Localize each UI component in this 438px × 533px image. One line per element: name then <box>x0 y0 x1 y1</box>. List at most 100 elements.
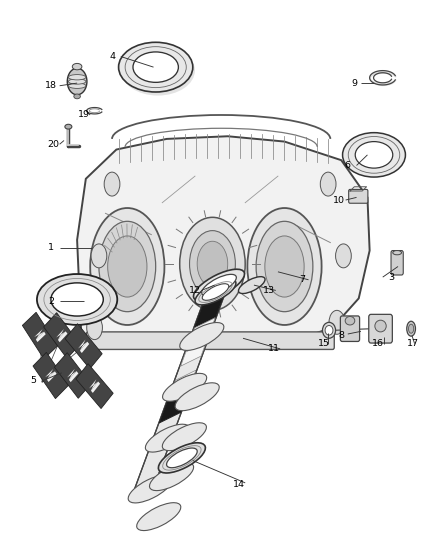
Ellipse shape <box>149 463 194 490</box>
Ellipse shape <box>195 279 236 305</box>
Ellipse shape <box>108 236 147 297</box>
Polygon shape <box>91 382 100 393</box>
Text: 16: 16 <box>372 339 385 348</box>
Polygon shape <box>170 370 196 397</box>
Ellipse shape <box>74 94 81 99</box>
Polygon shape <box>36 332 46 342</box>
Polygon shape <box>89 379 98 391</box>
Text: 10: 10 <box>333 196 345 205</box>
Polygon shape <box>58 332 67 342</box>
Polygon shape <box>54 353 91 398</box>
Ellipse shape <box>55 288 99 316</box>
Text: 15: 15 <box>318 339 330 348</box>
Text: 17: 17 <box>407 339 419 348</box>
Text: 5: 5 <box>30 376 36 385</box>
Ellipse shape <box>197 241 228 286</box>
Ellipse shape <box>320 172 336 196</box>
Ellipse shape <box>180 217 245 310</box>
Text: 7: 7 <box>299 275 305 284</box>
Ellipse shape <box>201 274 237 296</box>
Ellipse shape <box>51 283 103 316</box>
Ellipse shape <box>336 244 351 268</box>
Polygon shape <box>159 386 191 423</box>
Ellipse shape <box>194 269 244 301</box>
Text: 9: 9 <box>351 78 357 87</box>
Text: 12: 12 <box>189 286 201 295</box>
Polygon shape <box>44 313 80 359</box>
FancyBboxPatch shape <box>340 316 360 342</box>
Polygon shape <box>65 324 102 369</box>
Polygon shape <box>76 364 113 408</box>
Ellipse shape <box>90 208 164 325</box>
Polygon shape <box>45 369 55 379</box>
Ellipse shape <box>375 320 386 332</box>
Text: 19: 19 <box>78 110 90 119</box>
Ellipse shape <box>180 322 224 350</box>
FancyBboxPatch shape <box>391 251 403 275</box>
Ellipse shape <box>128 475 172 503</box>
Ellipse shape <box>91 244 107 268</box>
Ellipse shape <box>238 277 265 294</box>
Polygon shape <box>47 372 57 382</box>
Ellipse shape <box>68 79 86 84</box>
Polygon shape <box>190 318 215 340</box>
Polygon shape <box>78 340 87 351</box>
Text: 4: 4 <box>109 52 115 61</box>
Text: 18: 18 <box>45 81 57 90</box>
Ellipse shape <box>343 133 406 177</box>
Polygon shape <box>67 369 77 380</box>
Ellipse shape <box>137 503 181 530</box>
Ellipse shape <box>329 310 345 334</box>
Text: 2: 2 <box>48 296 54 305</box>
FancyBboxPatch shape <box>369 314 392 343</box>
Ellipse shape <box>256 221 313 312</box>
Ellipse shape <box>159 443 205 473</box>
Ellipse shape <box>68 75 86 80</box>
Text: 13: 13 <box>263 286 275 295</box>
Ellipse shape <box>68 83 86 88</box>
Ellipse shape <box>197 272 241 300</box>
Polygon shape <box>77 136 370 346</box>
Ellipse shape <box>166 448 197 468</box>
Text: 6: 6 <box>345 161 351 170</box>
Polygon shape <box>56 329 66 340</box>
Text: 14: 14 <box>233 480 245 489</box>
Ellipse shape <box>190 231 235 297</box>
Ellipse shape <box>99 221 155 312</box>
FancyBboxPatch shape <box>349 189 368 203</box>
Polygon shape <box>33 352 69 399</box>
Ellipse shape <box>345 317 355 325</box>
Polygon shape <box>34 329 44 340</box>
Polygon shape <box>180 342 206 366</box>
Ellipse shape <box>393 251 402 255</box>
Ellipse shape <box>67 68 87 95</box>
Polygon shape <box>131 285 228 498</box>
Ellipse shape <box>72 63 82 70</box>
Ellipse shape <box>37 274 117 325</box>
Text: 11: 11 <box>268 344 279 353</box>
Polygon shape <box>22 312 58 359</box>
Ellipse shape <box>202 284 229 300</box>
Polygon shape <box>69 371 78 382</box>
Text: 8: 8 <box>338 331 344 340</box>
Ellipse shape <box>325 326 333 335</box>
Text: 3: 3 <box>389 273 395 281</box>
Text: 20: 20 <box>47 140 59 149</box>
Ellipse shape <box>133 52 178 83</box>
Ellipse shape <box>409 324 414 333</box>
Ellipse shape <box>162 374 207 401</box>
Polygon shape <box>194 295 224 328</box>
Ellipse shape <box>355 142 393 168</box>
Ellipse shape <box>247 208 321 325</box>
Ellipse shape <box>145 424 190 452</box>
Polygon shape <box>80 342 89 353</box>
Ellipse shape <box>407 321 416 336</box>
Ellipse shape <box>104 172 120 196</box>
Ellipse shape <box>322 322 336 338</box>
Ellipse shape <box>87 316 102 340</box>
Ellipse shape <box>175 383 219 411</box>
FancyBboxPatch shape <box>86 332 334 350</box>
Text: 1: 1 <box>48 244 54 253</box>
Ellipse shape <box>265 236 304 297</box>
Ellipse shape <box>162 423 206 450</box>
